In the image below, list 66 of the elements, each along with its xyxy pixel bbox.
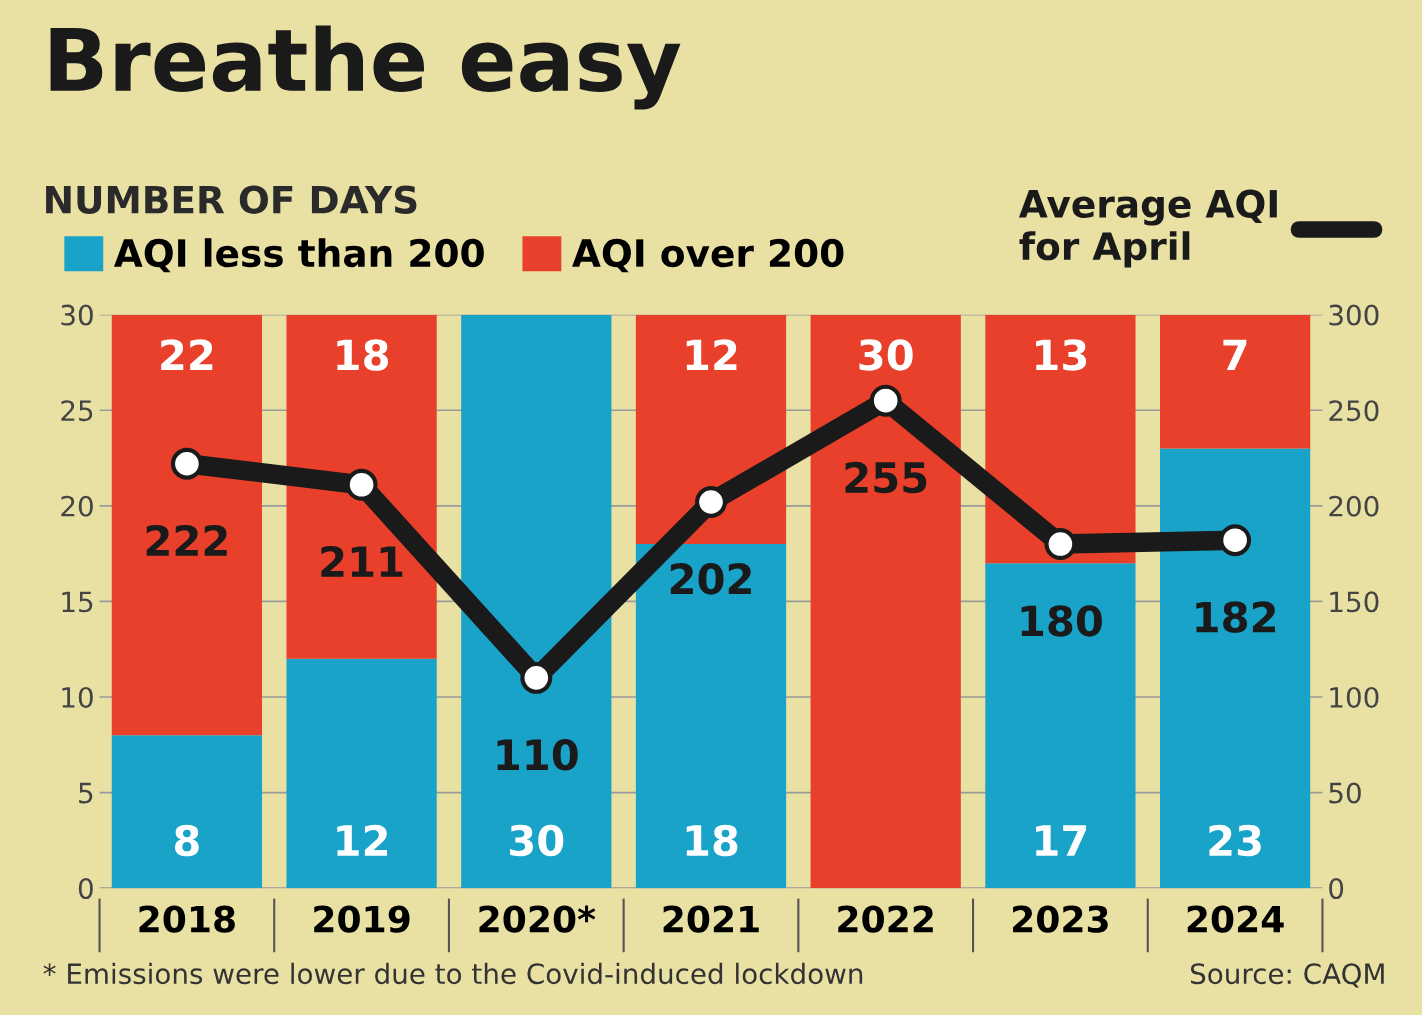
bar	[111, 314, 263, 736]
y-tick-label: 5	[79, 782, 93, 804]
bar	[985, 563, 1136, 889]
point	[1219, 524, 1252, 557]
point	[520, 661, 553, 694]
y2-tick-label: 0	[1329, 878, 1344, 900]
data-label: 182	[1196, 601, 1275, 633]
data-label: 255	[845, 461, 927, 494]
data-label: 13	[1036, 339, 1087, 371]
y2-tick-label: 200	[1329, 495, 1379, 517]
point	[869, 384, 902, 417]
data-label: 180	[1021, 605, 1102, 637]
text: Average AQI for April	[1018, 189, 1277, 268]
x-tick-label: 2024	[1187, 905, 1284, 933]
data-label: 12	[337, 824, 387, 856]
data-label: 12	[686, 339, 737, 371]
x-tick-label: 2021	[663, 905, 759, 933]
data-label: 18	[337, 339, 388, 371]
x-tick-label: 2022	[838, 905, 933, 933]
y2-tick-label: 100	[1330, 686, 1379, 708]
data-label: 8	[174, 824, 199, 857]
y2-tick-label: 50	[1329, 782, 1361, 804]
data-label: 110	[497, 738, 578, 771]
y2-tick-label: 250	[1329, 400, 1379, 422]
y-tick-label: 0	[78, 878, 93, 900]
data-label: 30	[859, 339, 913, 371]
y-tick-label: 10	[62, 686, 93, 708]
data-label: 222	[146, 524, 227, 556]
legend-label: AQI over 200	[572, 238, 844, 273]
bar	[461, 314, 612, 889]
x-tick-label: 2020*	[479, 905, 596, 933]
point	[1044, 528, 1077, 561]
data-label: 202	[670, 563, 751, 595]
point	[345, 468, 378, 501]
data-label: 211	[321, 545, 403, 577]
data-label: 7	[1223, 339, 1247, 371]
y2-tick-label: 150	[1330, 591, 1379, 613]
data-label: 17	[1036, 825, 1087, 856]
x-tick-label: 2023	[1013, 905, 1108, 933]
text: * Emissions were lower due to the Covid-induced lockdown	[43, 962, 863, 985]
bar	[635, 544, 787, 889]
source-note: Source: CAQM	[1190, 963, 1384, 988]
data-label: 30	[510, 824, 564, 857]
point	[170, 447, 203, 480]
chart-title: Breathe easy	[50, 25, 681, 110]
bar	[1159, 314, 1311, 449]
y-tick-label: 30	[61, 304, 93, 326]
bar	[286, 314, 437, 659]
y2-tick-label: 300	[1329, 304, 1379, 326]
bar	[635, 314, 787, 545]
legend-label: AQI less than 200	[113, 238, 484, 273]
bar	[286, 658, 437, 889]
bar	[810, 314, 961, 889]
x-tick-label: 2019	[314, 905, 410, 933]
y-axis-title: NUMBER OF DAYS	[46, 185, 417, 214]
data-label: 22	[161, 339, 213, 371]
data-label: 23	[1209, 824, 1261, 857]
y-tick-label: 20	[61, 495, 93, 517]
bar	[111, 735, 263, 889]
y-tick-label: 25	[61, 400, 93, 422]
x-tick-label: 2018	[139, 905, 235, 933]
data-label: 18	[686, 824, 738, 857]
bar	[1159, 448, 1311, 889]
y-tick-label: 15	[62, 591, 93, 613]
bar	[985, 314, 1136, 564]
point	[695, 486, 727, 518]
